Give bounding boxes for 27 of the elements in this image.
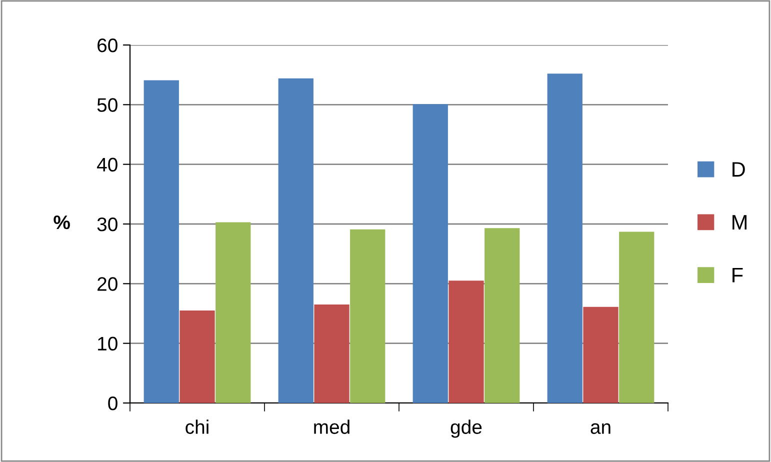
bar <box>350 229 386 403</box>
bar <box>216 222 251 403</box>
bar <box>412 104 448 403</box>
legend-label: D <box>732 162 745 177</box>
x-tick-label: an <box>590 423 610 434</box>
y-tick-label: 0 <box>108 396 118 410</box>
y-tick-label: 60 <box>98 38 118 52</box>
bar <box>619 232 654 403</box>
y-tick-label: 40 <box>97 158 118 172</box>
y-tick-label: 10 <box>98 336 118 351</box>
x-tick-label: chi <box>186 420 208 434</box>
bar <box>314 304 350 403</box>
bar <box>583 306 618 403</box>
y-tick-label: 50 <box>97 98 118 112</box>
bar <box>448 280 484 403</box>
y-tick-label: 20 <box>98 277 118 291</box>
bar <box>180 310 215 403</box>
y-axis-title: % <box>54 216 70 230</box>
legend-label: M <box>732 215 746 230</box>
y-tick-label: 30 <box>97 217 118 232</box>
bar <box>144 80 179 403</box>
x-tick-label: gde <box>450 420 482 438</box>
bar <box>547 74 582 403</box>
bar <box>484 228 520 403</box>
legend-label: F <box>732 268 743 282</box>
bar <box>278 78 314 403</box>
x-tick-label: med <box>314 420 350 434</box>
